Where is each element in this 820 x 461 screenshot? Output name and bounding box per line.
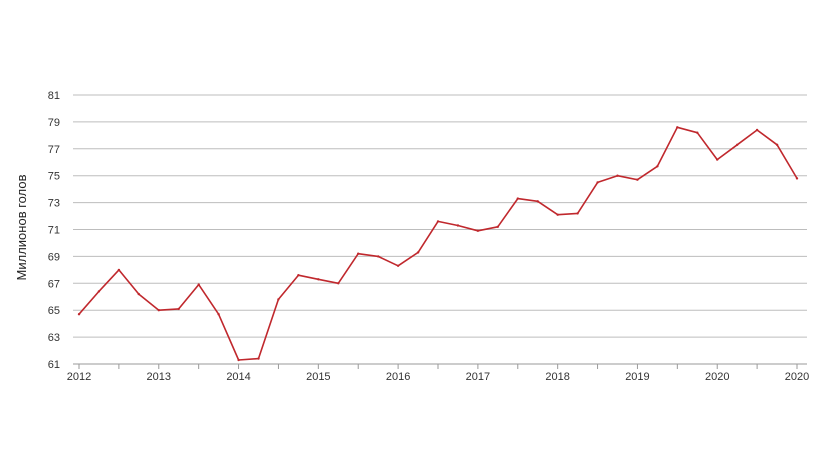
data-point — [277, 298, 280, 301]
y-tick-label: 75 — [48, 171, 60, 183]
y-tick-label: 81 — [48, 90, 60, 102]
data-point — [137, 292, 140, 296]
data-point — [396, 264, 400, 267]
data-point — [117, 268, 121, 272]
data-point — [616, 174, 619, 177]
data-point — [436, 220, 440, 223]
data-point — [476, 229, 480, 232]
data-point — [157, 309, 160, 312]
x-tick-label: 2016 — [386, 371, 410, 383]
y-tick-label: 67 — [48, 278, 60, 290]
data-point — [596, 181, 599, 184]
gridlines — [73, 94, 807, 338]
y-tick-label: 71 — [48, 225, 60, 237]
y-tick-label: 69 — [48, 251, 60, 263]
x-tick-label: 2015 — [306, 371, 330, 383]
data-point — [636, 178, 639, 181]
data-point — [556, 213, 559, 216]
x-tick-label: 2012 — [67, 371, 91, 383]
data-point — [257, 357, 260, 360]
data-point — [377, 255, 380, 258]
y-tick-label: 63 — [48, 332, 60, 344]
y-tick-label: 61 — [48, 359, 60, 371]
y-axis-tick-labels: 61 63 65 67 69 71 73 75 77 79 81 — [48, 90, 60, 371]
data-point — [516, 197, 519, 200]
data-point — [716, 158, 719, 161]
y-tick-label: 77 — [48, 144, 60, 156]
x-tick-label: 2020 — [705, 371, 729, 383]
data-point — [237, 358, 240, 362]
data-point — [676, 126, 679, 129]
y-tick-label: 65 — [48, 305, 60, 317]
data-point — [576, 212, 579, 215]
series-layer — [77, 126, 799, 362]
y-tick-label: 73 — [48, 198, 60, 210]
data-point — [536, 200, 539, 203]
data-point — [77, 313, 81, 316]
data-point — [317, 278, 320, 281]
x-axis-tick-labels: 2012 2013 2014 2015 2016 2017 2018 2019 2020 2020 — [67, 371, 809, 383]
x-tick-label: 2013 — [147, 371, 171, 383]
x-tick-label: 2017 — [466, 371, 490, 383]
data-point — [775, 143, 779, 146]
data-point — [217, 313, 220, 316]
y-axis-title: Миллионов голов — [14, 174, 29, 280]
data-point — [755, 128, 759, 132]
data-point — [337, 282, 340, 285]
x-axis — [73, 363, 807, 369]
data-point — [496, 225, 499, 228]
data-point — [177, 307, 180, 311]
x-tick-label: 2019 — [625, 371, 649, 383]
x-tick-label: 2014 — [226, 371, 250, 383]
data-point — [357, 252, 360, 255]
data-point — [696, 131, 699, 134]
data-point — [197, 283, 200, 286]
x-tick-label: 2020 — [785, 371, 809, 383]
data-point — [97, 290, 101, 293]
data-point — [456, 224, 460, 227]
data-point — [656, 165, 659, 168]
x-tick-label: 2018 — [545, 371, 569, 383]
data-point — [795, 177, 799, 180]
data-point — [416, 251, 420, 254]
data-point — [736, 143, 739, 146]
data-point — [297, 274, 300, 277]
series-line — [78, 126, 798, 361]
y-tick-label: 79 — [48, 117, 60, 129]
